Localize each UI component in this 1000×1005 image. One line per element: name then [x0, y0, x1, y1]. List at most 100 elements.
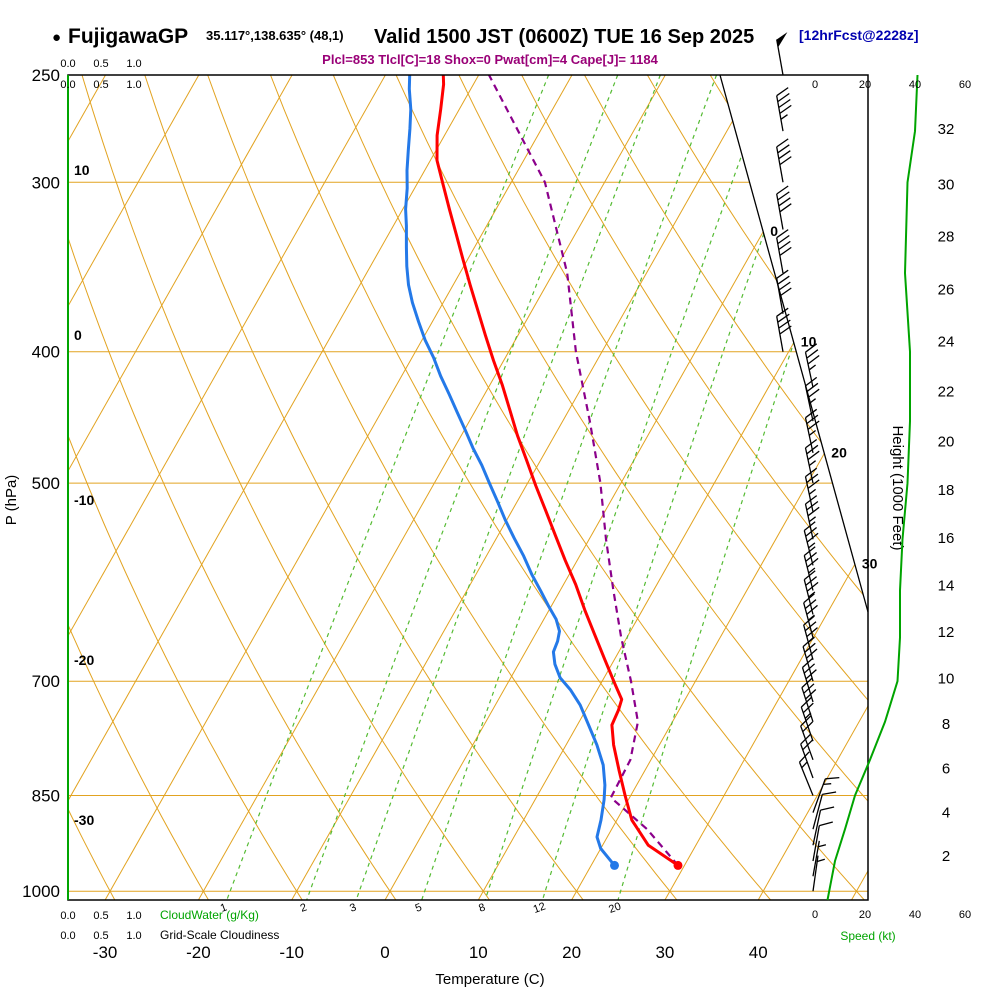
height-tick-label: 30 — [938, 176, 955, 193]
cloudwater-legend: CloudWater (g/Kg) — [160, 908, 259, 922]
temperature-tick-label: 0 — [380, 943, 389, 962]
dry-adiabat-line — [459, 75, 1000, 900]
cloudiness-scale-label: 1.0 — [126, 79, 141, 91]
adiabat-label: 10 — [74, 162, 90, 178]
temperature-tick-label: 30 — [655, 943, 674, 962]
temperature-tick-label: -30 — [93, 943, 118, 962]
pressure-tick-label: 500 — [32, 474, 60, 493]
valid-time: Valid 1500 JST (0600Z) TUE 16 Sep 2025 — [374, 26, 754, 48]
height-tick-label: 16 — [938, 530, 955, 547]
speed-tick-label: 40 — [909, 909, 921, 921]
wind-barb — [777, 186, 792, 230]
wind-barb — [813, 841, 826, 876]
pressure-tick-label: 250 — [32, 66, 60, 85]
isotherm-line — [852, 75, 1000, 900]
isotherm-label: 30 — [862, 555, 878, 571]
speed-tick-label: 60 — [959, 909, 971, 921]
height-tick-label: 12 — [938, 624, 955, 641]
adiabat-label: -10 — [74, 492, 94, 508]
isotherm-label: 20 — [831, 445, 847, 461]
isotherm-label: 10 — [801, 334, 817, 350]
mixing-ratio-line — [356, 75, 660, 900]
mixing-ratio-label: 8 — [477, 901, 487, 914]
wind-barb — [777, 308, 792, 352]
plot-border — [68, 75, 868, 900]
height-tick-label: 8 — [942, 716, 950, 733]
cloudiness-scale-label: 1.0 — [126, 930, 141, 942]
isotherm-line — [292, 75, 759, 900]
dry-adiabat-line — [19, 75, 396, 900]
skewt-field — [0, 75, 1000, 900]
dry-adiabat-line — [522, 75, 1000, 900]
speed-tick-label: 0 — [812, 79, 818, 91]
dry-adiabat-line — [333, 75, 864, 900]
wind-barb — [777, 32, 788, 75]
isotherm-line — [0, 75, 199, 900]
wind-barb — [813, 822, 833, 861]
height-tick-label: 20 — [938, 434, 955, 451]
pressure-tick-label: 300 — [32, 173, 60, 192]
isotherm-line — [572, 75, 1000, 900]
mixing-ratio-label: 2 — [299, 901, 309, 914]
pressure-axis-label: P (hPa) — [3, 475, 20, 526]
adiabat-label: -30 — [74, 812, 94, 828]
plot-corner-diagonal — [720, 75, 868, 612]
mixing-ratio-line — [618, 75, 884, 900]
adiabat-label: 0 — [74, 327, 82, 343]
wind-barb — [777, 139, 792, 182]
mixing-ratio-label: 20 — [607, 900, 623, 915]
adiabat-label: -20 — [74, 652, 94, 668]
cloudwater-scale-label: 1.0 — [126, 58, 141, 70]
cloudiness-scale-label: 0.5 — [93, 79, 108, 91]
dry-adiabat-line — [208, 75, 677, 900]
temperature-tick-label: 10 — [469, 943, 488, 962]
station-bullet: ● — [52, 29, 61, 46]
wind-barb — [777, 88, 792, 132]
temperature-tick-label: 20 — [562, 943, 581, 962]
mixing-ratio-label: 3 — [348, 901, 358, 914]
dry-adiabat-line — [145, 75, 583, 900]
wind-barb — [804, 616, 818, 660]
height-tick-label: 26 — [938, 282, 955, 299]
temperature-axis-label: Temperature (C) — [435, 971, 544, 988]
cloudwater-scale-label: 0.5 — [93, 58, 108, 70]
height-tick-label: 6 — [942, 761, 950, 778]
height-tick-label: 32 — [938, 121, 955, 138]
mixing-ratio-line — [422, 75, 717, 900]
surface-dewpoint-dot — [610, 861, 619, 870]
speed-axis-label: Speed (kt) — [840, 929, 895, 943]
isotherm-line — [198, 75, 665, 900]
height-tick-label: 10 — [938, 671, 955, 688]
wind-barb — [813, 856, 825, 892]
cloudwater-scale-label: 1.0 — [126, 910, 141, 922]
height-tick-label: 24 — [938, 333, 955, 350]
pressure-tick-label: 400 — [32, 343, 60, 362]
height-tick-label: 2 — [942, 848, 950, 865]
dry-adiabat-line — [396, 75, 958, 900]
station-name: FujigawaGP — [68, 25, 188, 48]
forecast-tag: [12hrFcst@2228z] — [799, 27, 918, 43]
temperature-tick-label: -20 — [186, 943, 211, 962]
cloudiness-scale-label: 0.0 — [60, 79, 75, 91]
dewpoint-curve — [406, 75, 615, 865]
speed-tick-label: 20 — [859, 79, 871, 91]
wind-barb — [806, 440, 820, 484]
pressure-tick-label: 850 — [32, 787, 60, 806]
height-tick-label: 14 — [938, 578, 955, 595]
cloudwater-scale-label: 0.5 — [93, 910, 108, 922]
stability-indices: Plcl=853 Tlcl[C]=18 Shox=0 Pwat[cm]=4 Ca… — [322, 52, 658, 67]
speed-tick-label: 20 — [859, 909, 871, 921]
surface-temperature-dot — [674, 861, 683, 870]
speed-tick-label: 60 — [959, 79, 971, 91]
temperature-tick-label: -10 — [279, 943, 304, 962]
cloudiness-legend: Grid-Scale Cloudiness — [160, 928, 279, 942]
height-tick-label: 4 — [942, 805, 950, 822]
isotherm-line — [758, 75, 1000, 900]
height-tick-label: 18 — [938, 482, 955, 499]
dry-adiabat-line — [82, 75, 490, 900]
speed-tick-label: 0 — [812, 909, 818, 921]
isotherm-label: 0 — [770, 223, 778, 239]
